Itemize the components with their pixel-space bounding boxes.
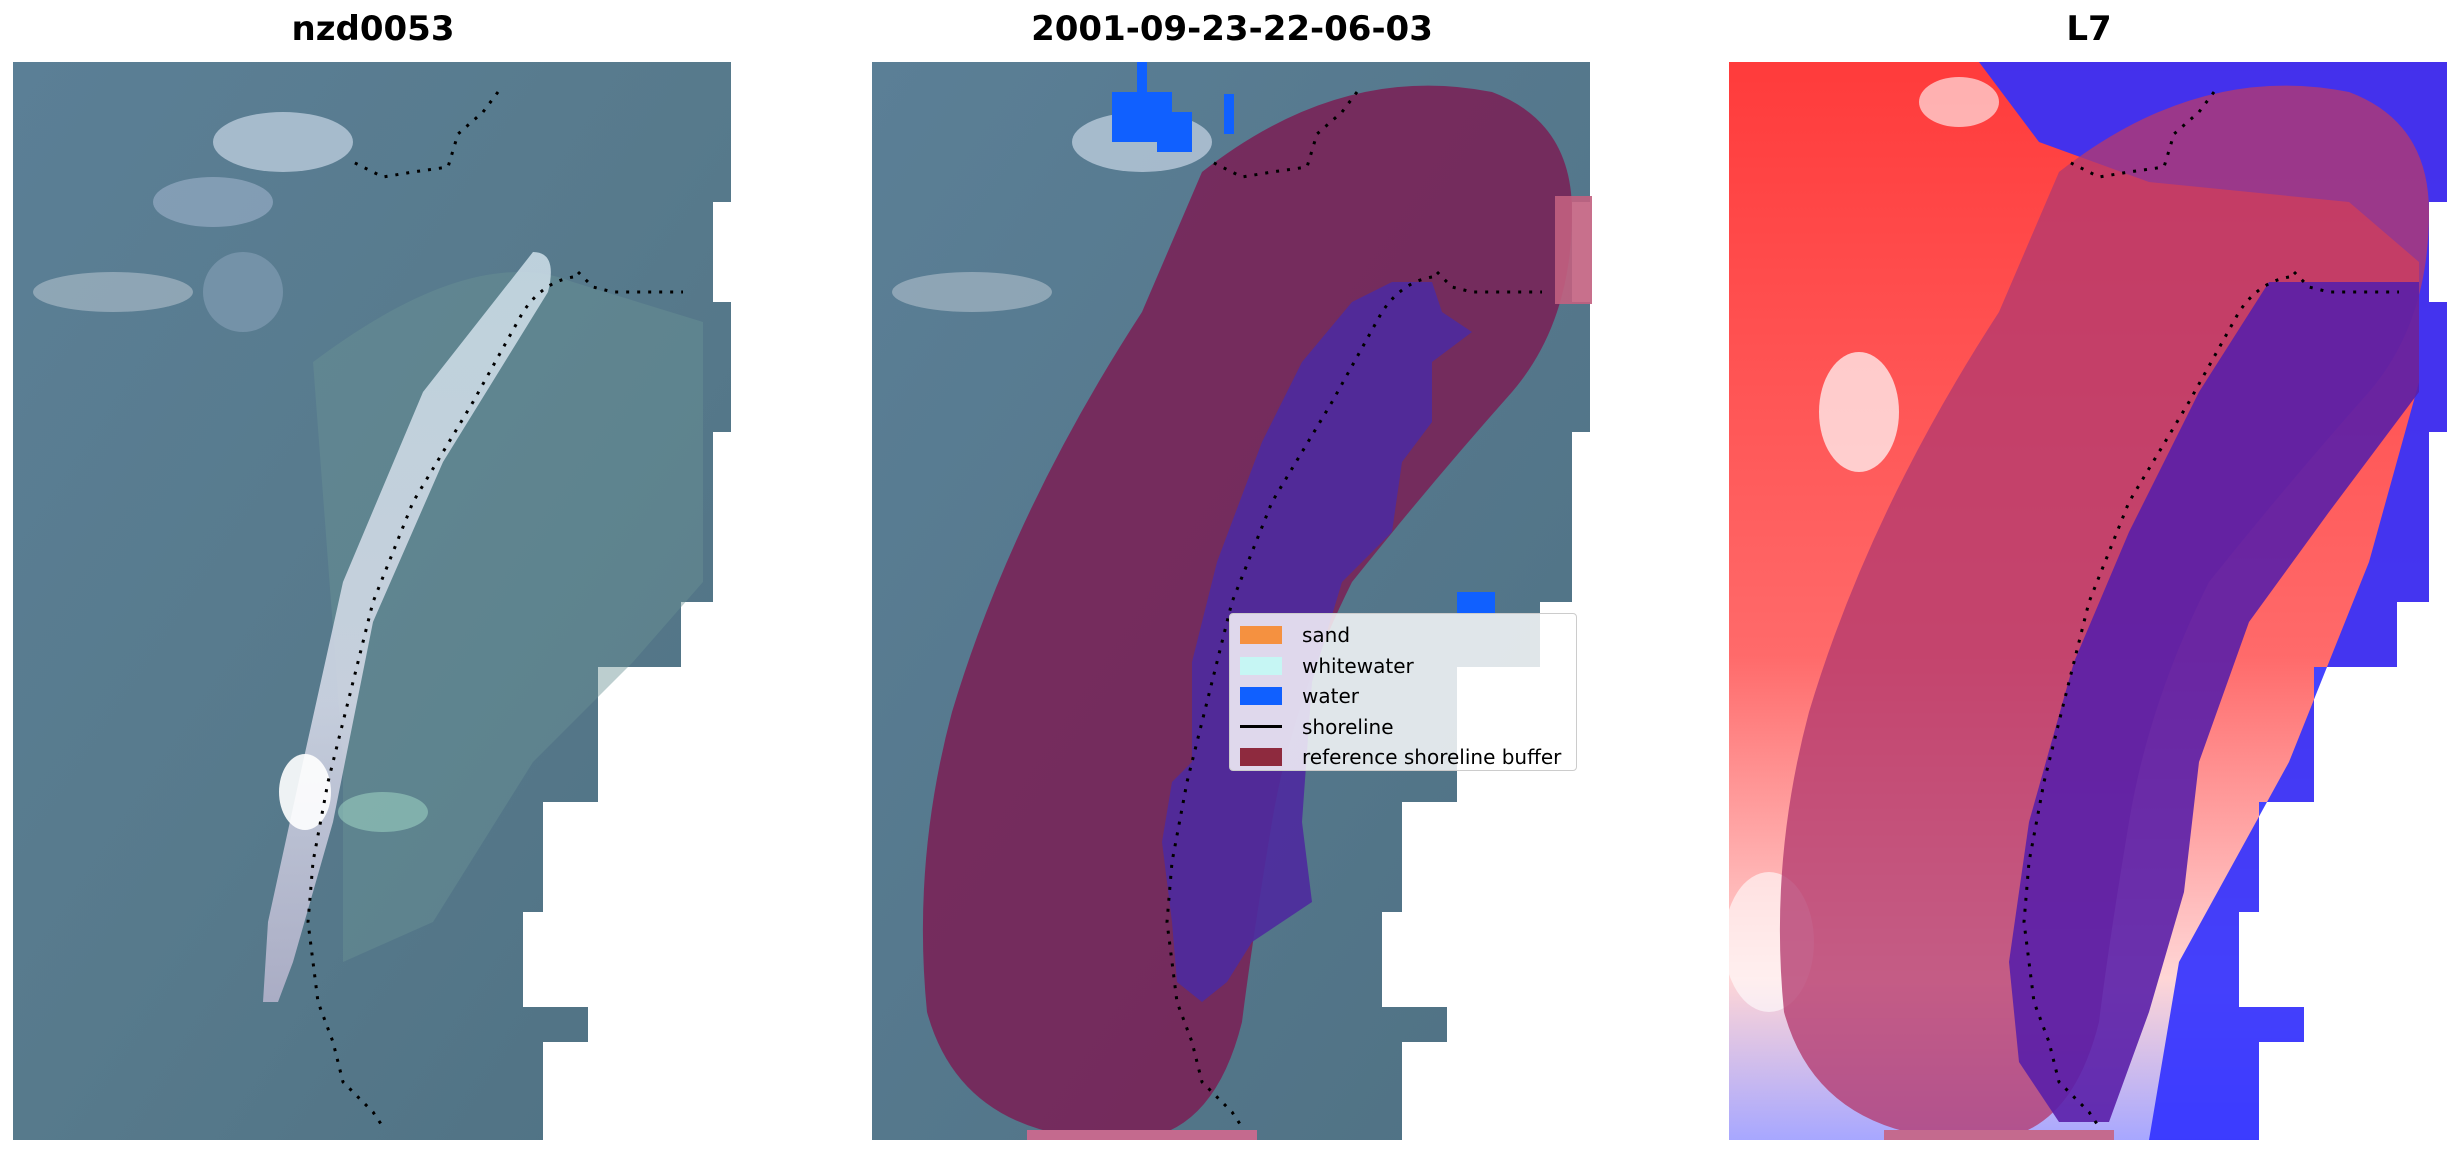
panel-title-rgb: nzd0053 bbox=[291, 9, 455, 49]
panel-title-index: L7 bbox=[2066, 9, 2112, 49]
legend-label: whitewater bbox=[1302, 653, 1414, 678]
legend-label: reference shoreline buffer bbox=[1302, 745, 1562, 770]
legend-item-shoreline: shoreline bbox=[1240, 712, 1566, 743]
legend-swatch bbox=[1240, 748, 1282, 767]
classified-image-panel bbox=[872, 62, 1592, 1140]
legend-item-sand: sand bbox=[1240, 620, 1566, 651]
legend-swatch bbox=[1240, 687, 1282, 706]
legend-item-buffer: reference shoreline buffer bbox=[1240, 742, 1566, 773]
index-buffer-edge-strip bbox=[1884, 1130, 2114, 1140]
rgb-image bbox=[13, 62, 731, 1140]
index-water-region bbox=[2009, 282, 2419, 1122]
classified-image bbox=[872, 62, 1592, 1140]
legend-item-whitewater: whitewater bbox=[1240, 651, 1566, 682]
legend-swatch bbox=[1240, 656, 1282, 675]
reference-shoreline bbox=[306, 91, 683, 1128]
legend-swatch bbox=[1240, 626, 1282, 645]
legend-label: water bbox=[1302, 684, 1359, 709]
legend-label: shoreline bbox=[1302, 714, 1394, 739]
index-map-panel bbox=[1729, 62, 2449, 1140]
legend-item-water: water bbox=[1240, 681, 1566, 712]
water-detection bbox=[1112, 62, 1192, 152]
legend-label: sand bbox=[1302, 623, 1351, 648]
legend: sand whitewater water shoreline referenc… bbox=[1229, 613, 1577, 771]
panel-title-classified: 2001-09-23-22-06-03 bbox=[1031, 9, 1433, 49]
index-shoreline bbox=[2022, 91, 2399, 1128]
buffer-edge-strip bbox=[1027, 1130, 1257, 1140]
index-map bbox=[1729, 62, 2447, 1140]
rgb-image-panel bbox=[13, 62, 733, 1140]
legend-line bbox=[1240, 725, 1282, 729]
detected-shoreline bbox=[1165, 91, 1542, 1128]
